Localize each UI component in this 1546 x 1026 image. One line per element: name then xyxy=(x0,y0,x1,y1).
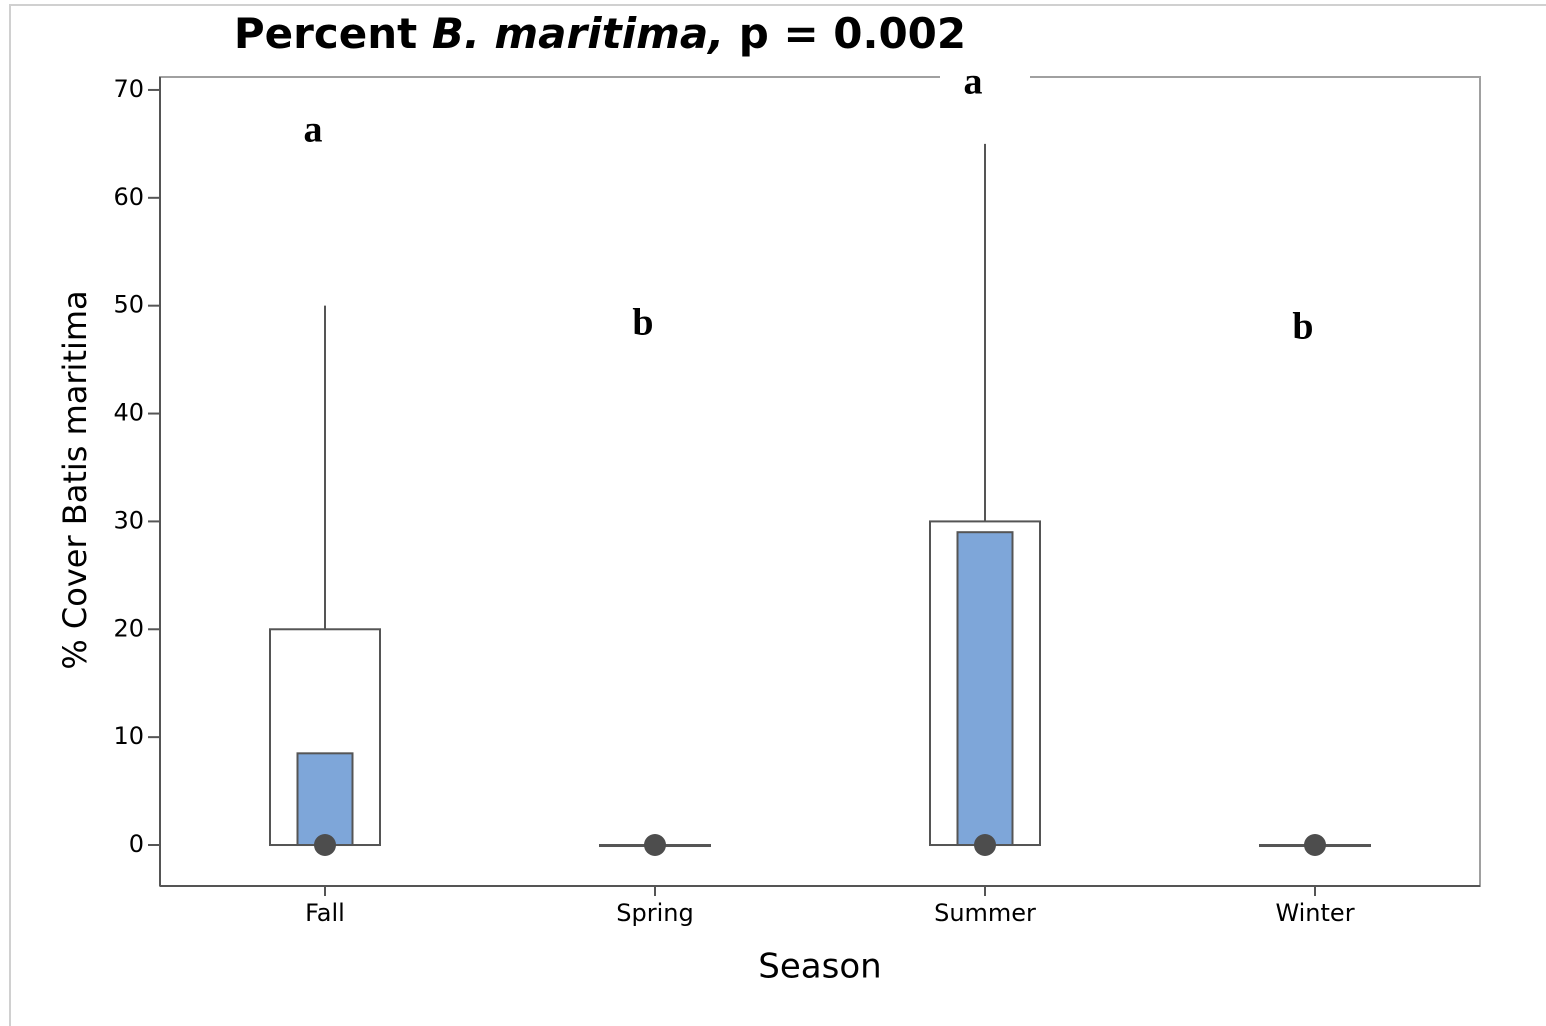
annotation: a xyxy=(964,61,983,103)
chart-title: Percent B. maritima, p = 0.002 xyxy=(234,9,966,58)
median-point xyxy=(1304,834,1326,857)
y-tick-label: 50 xyxy=(113,291,144,319)
x-tick-label: Spring xyxy=(616,899,693,927)
y-tick-label: 20 xyxy=(113,614,144,642)
title-part: Percent xyxy=(234,9,417,58)
title-part: p = 0.002 xyxy=(739,9,966,58)
annotation: b xyxy=(632,302,653,344)
y-tick-label: 0 xyxy=(129,830,144,858)
title-part: B. maritima, xyxy=(432,9,724,58)
annotation: b xyxy=(1292,306,1313,348)
frame xyxy=(9,4,1546,1026)
y-tick-label: 10 xyxy=(113,722,144,750)
annotation-bg xyxy=(280,103,370,153)
x-tick-label: Winter xyxy=(1275,899,1354,927)
y-axis-label: % Cover Batis maritima xyxy=(56,290,94,669)
y-tick-label: 70 xyxy=(113,75,144,103)
x-tick-label: Summer xyxy=(934,899,1036,927)
annotation-bg xyxy=(610,296,700,346)
median-point xyxy=(644,834,666,857)
y-tick-label: 30 xyxy=(113,506,144,534)
y-tick-label: 60 xyxy=(113,183,144,211)
median-point xyxy=(974,834,996,857)
median-point xyxy=(314,834,336,857)
annotation-bg xyxy=(1270,300,1360,350)
y-tick-label: 40 xyxy=(113,399,144,427)
x-tick-label: Fall xyxy=(305,899,345,927)
annotation: a xyxy=(304,109,323,151)
x-axis-label: Season xyxy=(758,947,881,987)
median-ci xyxy=(956,531,1014,847)
annotation-bg xyxy=(940,55,1030,105)
median-ci xyxy=(296,752,354,847)
